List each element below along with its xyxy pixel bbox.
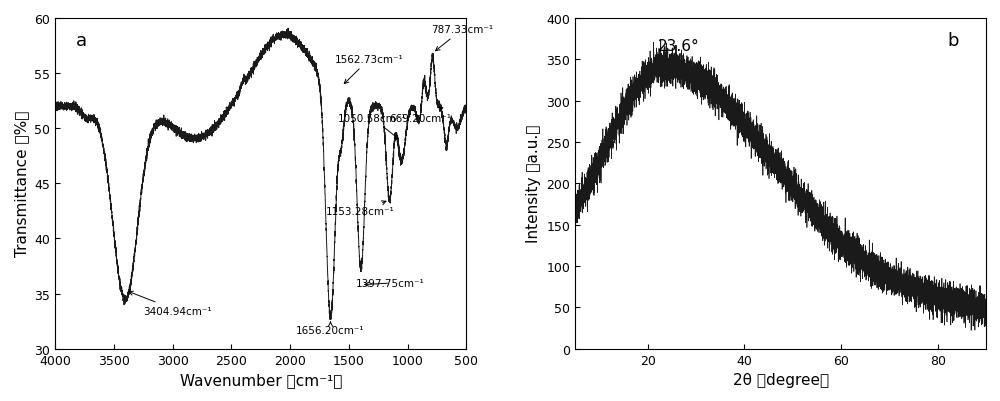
- Y-axis label: Intensity （a.u.）: Intensity （a.u.）: [526, 125, 541, 243]
- Text: 23.6°: 23.6°: [657, 38, 699, 53]
- Text: b: b: [947, 32, 959, 50]
- Text: 1153.28cm⁻¹: 1153.28cm⁻¹: [326, 201, 395, 217]
- Text: a: a: [76, 32, 87, 50]
- X-axis label: Wavenumber （cm⁻¹）: Wavenumber （cm⁻¹）: [180, 372, 342, 387]
- Text: 787.33cm⁻¹: 787.33cm⁻¹: [431, 25, 493, 52]
- Text: 1656.20cm⁻¹: 1656.20cm⁻¹: [296, 322, 365, 336]
- X-axis label: 2θ （degree）: 2θ （degree）: [733, 372, 829, 387]
- Text: 3404.94cm⁻¹: 3404.94cm⁻¹: [129, 292, 212, 316]
- Y-axis label: Transmittance （%）: Transmittance （%）: [14, 111, 29, 257]
- Text: 1562.73cm⁻¹: 1562.73cm⁻¹: [335, 55, 403, 84]
- Text: 1397.75cm⁻¹: 1397.75cm⁻¹: [356, 278, 425, 288]
- Text: 669.20cm⁻¹: 669.20cm⁻¹: [389, 108, 451, 124]
- Text: 1050.58cm⁻¹: 1050.58cm⁻¹: [338, 113, 406, 140]
